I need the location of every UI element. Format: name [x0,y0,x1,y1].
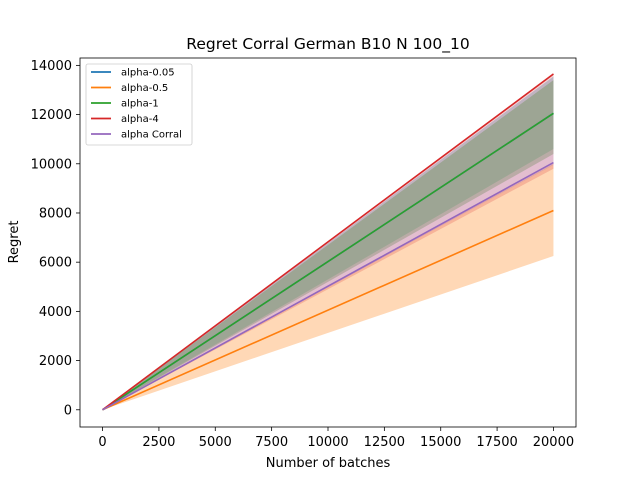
y-axis-ticks: 0 2000 4000 6000 8000 10000 12000 14000 [31,59,80,418]
x-tick-label: 0 [98,435,106,450]
legend-label-alpha-0-5: alpha-0.5 [121,83,168,94]
y-tick-label: 2000 [39,354,72,369]
x-tick-label: 2500 [142,435,175,450]
series-line-alpha-0-5 [102,209,554,411]
series-line-alpha-1 [102,112,554,411]
y-axis-label: Regret [7,221,22,264]
x-tick-label: 5000 [199,435,232,450]
series-lines [102,73,554,411]
y-tick-label: 14000 [31,59,72,74]
x-tick-label: 17500 [476,435,517,450]
legend-label-alpha-corral: alpha Corral [121,130,182,141]
y-tick-label: 8000 [39,206,72,221]
y-tick-label: 12000 [31,108,72,123]
legend-label-alpha-1: alpha-1 [121,99,159,110]
y-tick-label: 0 [64,403,72,418]
series-line-alpha-4 [102,73,554,411]
x-tick-label: 20000 [533,435,574,450]
x-tick-label: 7500 [255,435,288,450]
x-tick-label: 15000 [420,435,461,450]
x-axis-label: Number of batches [266,456,391,471]
band-alpha-1 [102,80,554,410]
y-tick-label: 10000 [31,157,72,172]
y-tick-label: 6000 [39,256,72,271]
y-tick-label: 4000 [39,305,72,320]
legend-box [85,63,193,146]
x-tick-label: 12500 [364,435,405,450]
band-alpha-corral [102,149,554,410]
series-line-alpha-corral [102,161,554,411]
legend-label-alpha-4: alpha-4 [121,114,159,125]
x-tick-label: 10000 [307,435,348,450]
legend: alpha-0.05 alpha-0.5 alpha-1 alpha-4 alpha C… [85,63,193,146]
chart-title: Regret Corral German B10 N 100_10 [186,35,469,54]
x-axis-ticks: 0 2500 5000 7500 10000 12500 15000 17500 20000 [98,427,574,450]
legend-label-alpha-0-05: alpha-0.05 [121,68,175,79]
